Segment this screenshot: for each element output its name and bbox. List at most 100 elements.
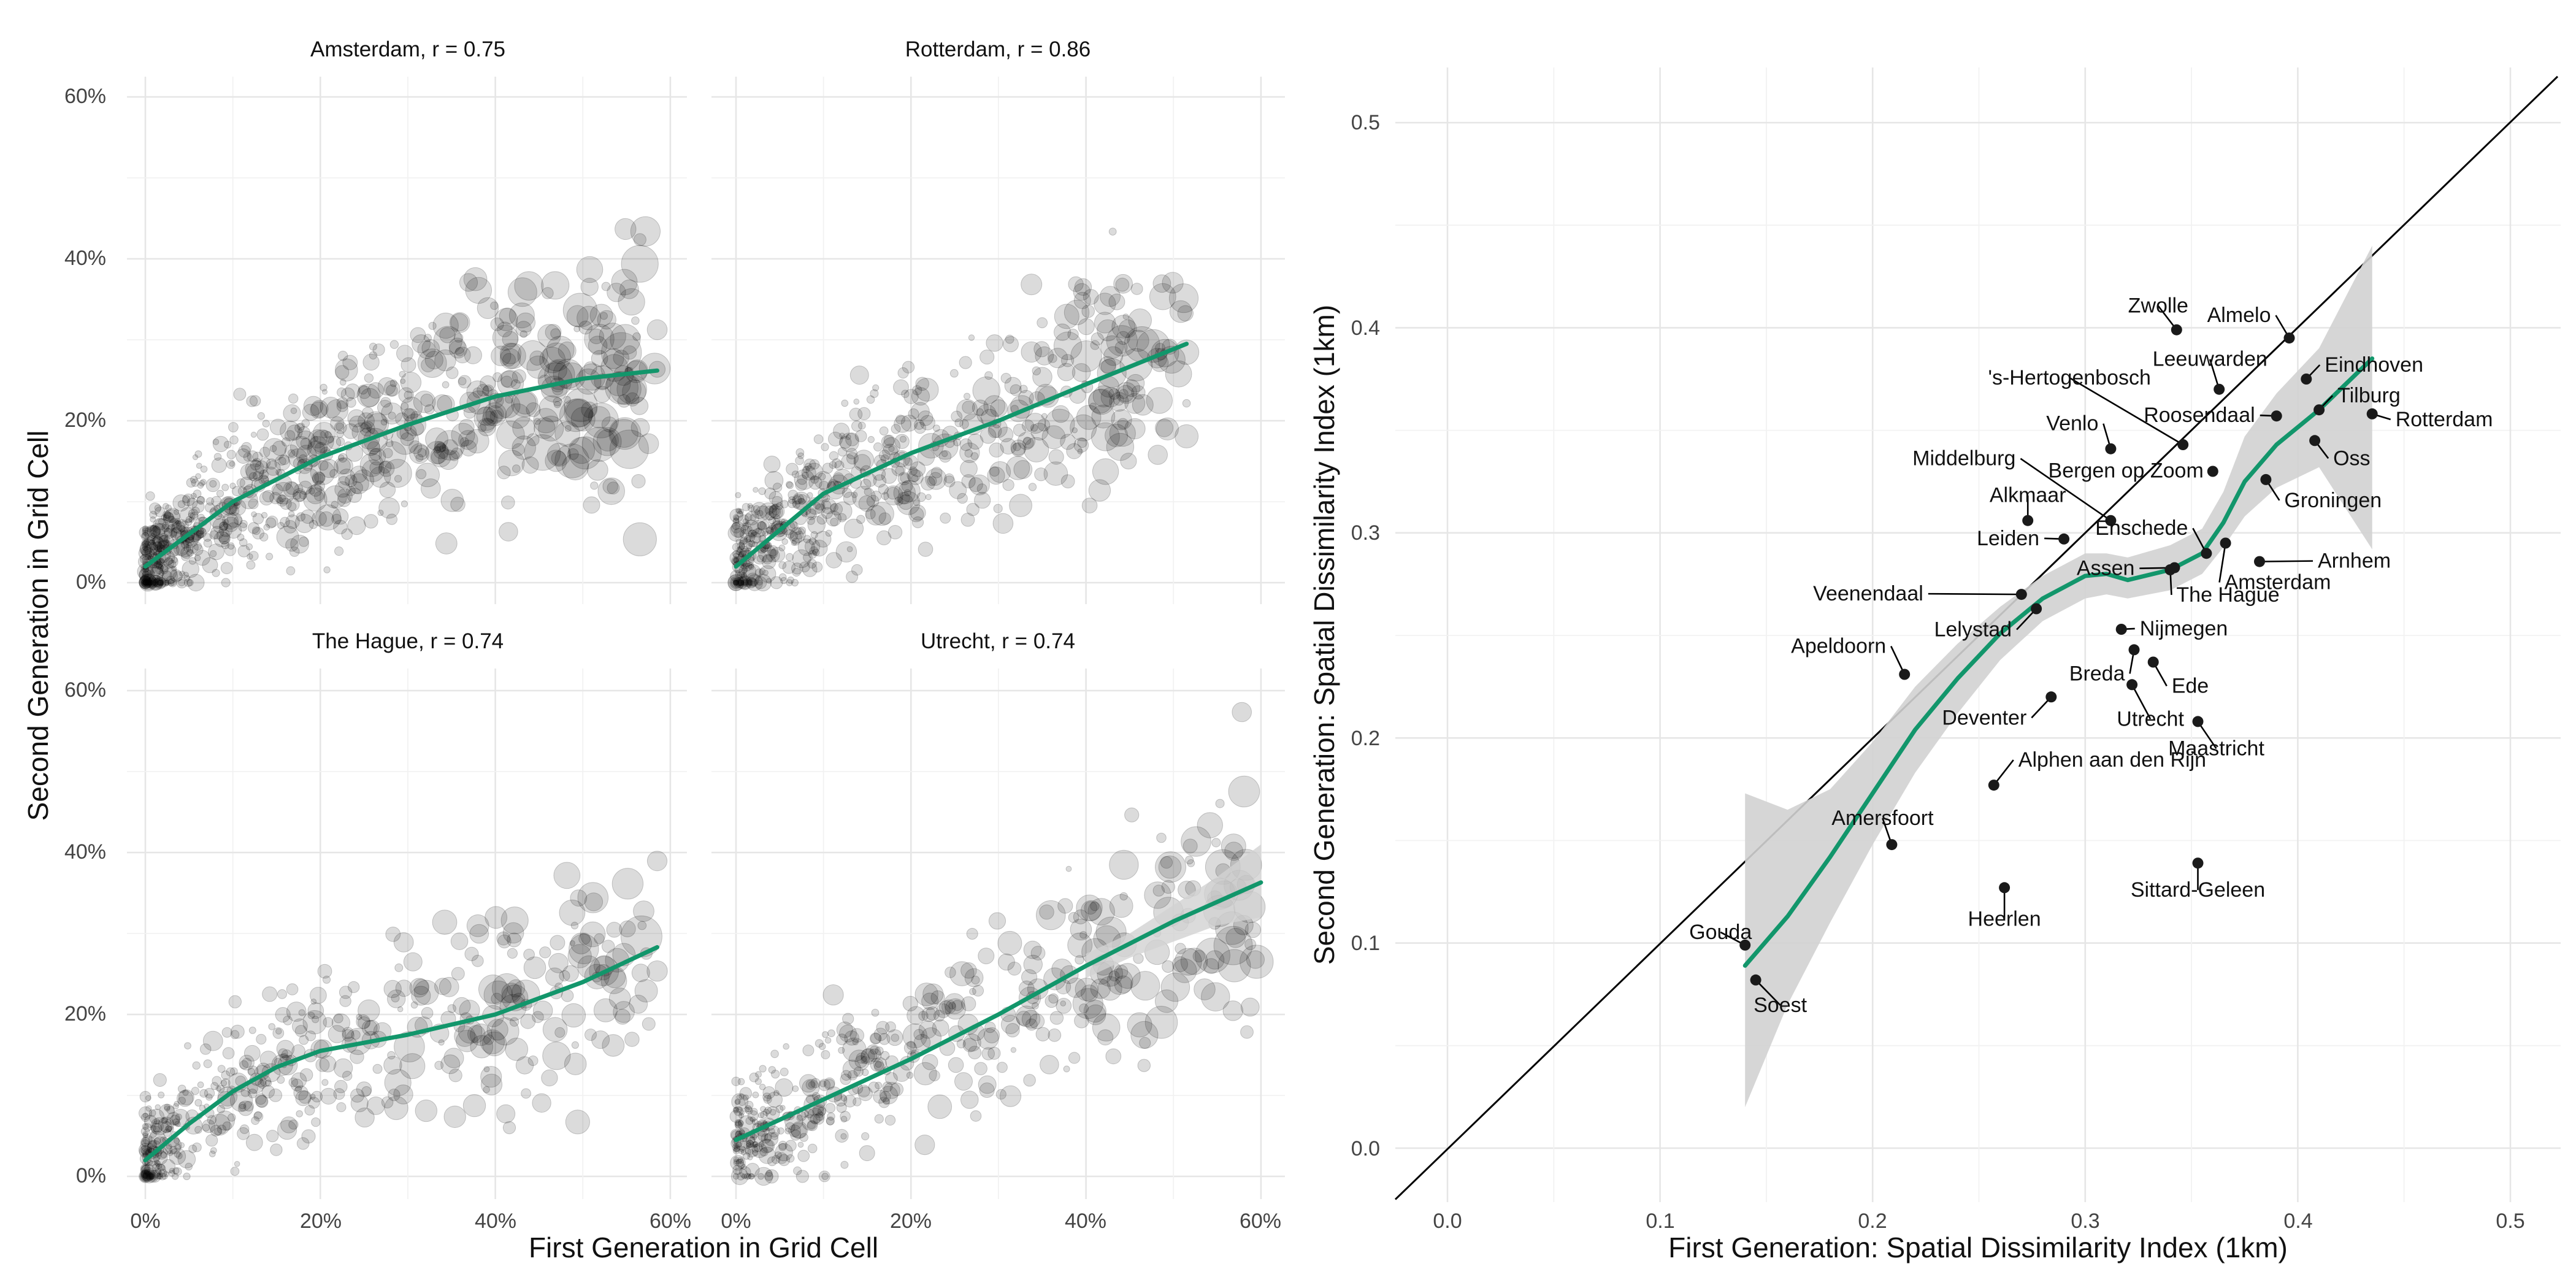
scatter-point <box>865 505 886 526</box>
scatter-point <box>285 481 299 495</box>
scatter-point <box>443 1048 464 1068</box>
scatter-point <box>782 561 796 574</box>
scatter-point <box>878 450 891 461</box>
scatter-point <box>171 527 182 539</box>
scatter-point <box>992 513 1014 534</box>
scatter-point <box>239 1124 250 1134</box>
scatter-point <box>625 392 640 407</box>
scatter-point <box>894 496 903 506</box>
scatter-point <box>341 528 353 540</box>
scatter-point <box>192 1061 201 1070</box>
scatter-point <box>361 459 385 483</box>
scatter-point <box>968 334 975 341</box>
city-point <box>2147 656 2159 668</box>
scatter-point <box>496 1104 516 1124</box>
scatter-point <box>434 349 456 372</box>
scatter-point <box>383 380 401 397</box>
scatter-point <box>153 1073 167 1087</box>
scatter-point <box>296 431 316 450</box>
scatter-point <box>581 401 597 418</box>
scatter-point <box>212 569 220 577</box>
scatter-point <box>171 520 182 531</box>
scatter-point <box>140 1113 150 1122</box>
scatter-point <box>260 458 271 468</box>
scatter-point <box>146 580 152 586</box>
scatter-point <box>927 1094 953 1119</box>
left-x-tick-label: 60% <box>650 1209 691 1233</box>
scatter-point <box>149 510 158 519</box>
scatter-point <box>521 1088 531 1099</box>
scatter-point <box>296 1110 304 1117</box>
scatter-point <box>299 1035 309 1045</box>
scatter-point <box>278 494 286 502</box>
city-label: Leeuwarden <box>2153 348 2267 371</box>
scatter-point <box>526 402 541 417</box>
scatter-point <box>607 481 620 495</box>
scatter-point <box>954 1072 973 1091</box>
scatter-point <box>401 402 409 410</box>
scatter-point <box>1035 1027 1051 1041</box>
facet-title-the-hague: The Hague, r = 0.74 <box>312 629 504 653</box>
scatter-point <box>154 578 164 588</box>
scatter-point <box>413 390 436 413</box>
scatter-point <box>149 549 155 556</box>
scatter-point <box>458 375 472 389</box>
scatter-point <box>213 531 230 548</box>
scatter-point <box>921 992 939 1010</box>
scatter-point <box>559 399 592 432</box>
scatter-point <box>154 544 163 553</box>
scatter-point <box>141 578 150 587</box>
scatter-point <box>237 534 245 542</box>
scatter-point <box>539 347 566 374</box>
scatter-point <box>811 561 823 573</box>
scatter-point <box>252 513 264 524</box>
scatter-point <box>151 526 161 536</box>
scatter-point <box>335 365 350 380</box>
scatter-point <box>250 459 261 471</box>
scatter-point <box>440 489 464 512</box>
scatter-point <box>228 422 239 432</box>
scatter-point <box>554 443 589 478</box>
scatter-point <box>508 302 535 329</box>
scatter-point <box>482 385 493 396</box>
scatter-point <box>813 434 824 444</box>
scatter-point <box>359 421 375 437</box>
scatter-point <box>986 334 1003 352</box>
scatter-point <box>993 504 1003 513</box>
scatter-point <box>590 481 599 490</box>
scatter-point <box>169 530 177 539</box>
scatter-point <box>523 956 546 979</box>
scatter-point <box>389 379 397 388</box>
scatter-point <box>288 393 299 404</box>
scatter-point <box>463 406 476 419</box>
scatter-point <box>732 514 740 521</box>
scatter-point <box>338 469 356 486</box>
scatter-point <box>158 518 164 525</box>
facet-title-amsterdam: Amsterdam, r = 0.75 <box>310 37 505 61</box>
city-point <box>2022 515 2034 526</box>
scatter-point <box>219 534 229 545</box>
scatter-point <box>918 542 933 557</box>
scatter-point <box>929 1070 940 1081</box>
scatter-point <box>602 1034 625 1057</box>
scatter-point <box>761 554 776 569</box>
scatter-point <box>602 940 615 953</box>
scatter-point <box>480 375 496 392</box>
scatter-point <box>469 924 489 944</box>
scatter-point <box>209 550 217 558</box>
scatter-point <box>194 450 202 458</box>
scatter-point <box>433 326 463 355</box>
scatter-point <box>142 580 148 586</box>
scatter-point <box>155 561 163 569</box>
scatter-point <box>537 324 561 348</box>
scatter-point <box>738 1158 745 1164</box>
scatter-point <box>205 478 220 493</box>
right-y-tick-label: 0.3 <box>1351 521 1380 545</box>
scatter-point <box>496 421 525 450</box>
scatter-point <box>1061 354 1075 367</box>
scatter-point <box>275 469 282 476</box>
scatter-point <box>1023 940 1042 959</box>
left-x-tick-label: 60% <box>1240 1209 1281 1233</box>
scatter-point <box>1182 399 1191 408</box>
scatter-point <box>271 483 283 496</box>
